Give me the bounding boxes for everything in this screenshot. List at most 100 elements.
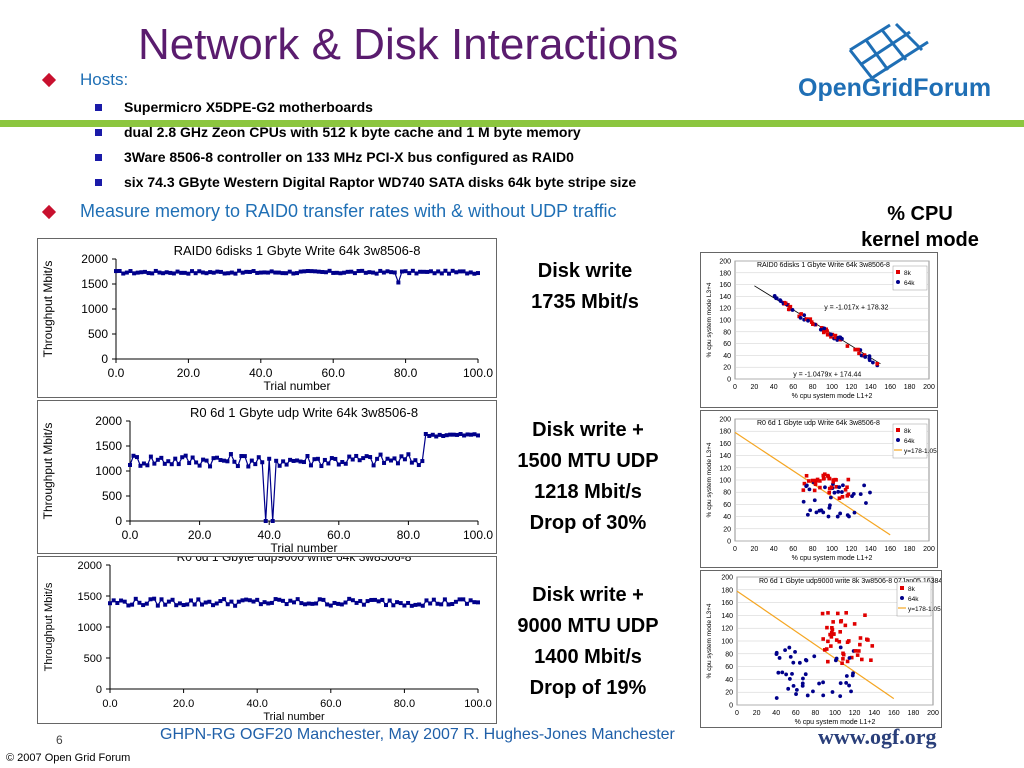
throughput-point (321, 597, 326, 602)
x-tick-label: 40.0 (249, 366, 273, 380)
scatter-point-8k (825, 625, 829, 630)
throughput-point (361, 456, 366, 461)
scatter-point-64k (794, 688, 799, 692)
scatter-point-8k (853, 347, 857, 352)
throughput-point (269, 269, 274, 274)
throughput-point (159, 597, 164, 602)
throughput-point (117, 268, 122, 273)
y-tick-label: 1500 (81, 277, 108, 291)
scatter-point-8k (827, 486, 832, 491)
scatter-point-8k (838, 630, 843, 634)
scatter-point-8k (826, 659, 830, 664)
scatter-point-8k (788, 304, 793, 309)
throughput-point (211, 603, 216, 608)
x-tick-label: 160 (888, 710, 900, 717)
throughput-point (192, 602, 197, 607)
x-tick-label: 40.0 (258, 528, 282, 542)
throughput-point (339, 602, 344, 607)
throughput-point (162, 461, 167, 466)
scatter-point-8k (840, 495, 845, 499)
scatter-point-64k (811, 689, 815, 694)
throughput-point (135, 270, 140, 275)
scatter-point-64k (776, 670, 781, 675)
legend-marker-64k (896, 438, 900, 442)
scatter-point-8k (841, 657, 845, 661)
square-bullet-icon (95, 179, 102, 186)
throughput-point (284, 602, 289, 607)
scatter-point-8k (821, 473, 826, 478)
throughput-point (308, 463, 313, 468)
x-tick-label: 180 (904, 546, 916, 553)
throughput-point (246, 464, 251, 469)
throughput-point (222, 271, 227, 276)
throughput-point (204, 271, 209, 276)
throughput-point (371, 463, 376, 468)
throughput-point (133, 596, 138, 601)
x-tick-label: 80.0 (397, 528, 421, 542)
throughput-point (166, 459, 171, 464)
scatter-point-8k (834, 638, 839, 642)
throughput-point (457, 269, 462, 274)
scatter-point-64k (818, 327, 823, 332)
throughput-point (453, 599, 458, 604)
y-tick-label: 160 (721, 600, 733, 607)
scatter-point-8k (829, 630, 834, 635)
square-bullet-icon (95, 154, 102, 161)
x-axis-label: Trial number (264, 379, 331, 393)
scatter-point-8k (786, 307, 791, 312)
throughput-point (369, 597, 374, 602)
scatter-point-64k (786, 686, 791, 691)
x-tick-label: 200 (923, 546, 935, 553)
scatter-point-8k (822, 648, 827, 652)
throughput-point (409, 603, 414, 608)
scatter-point-64k (844, 674, 849, 678)
throughput-point (428, 269, 433, 274)
throughput-point (281, 459, 286, 464)
throughput-point (462, 433, 467, 438)
x-axis-label: Trial number (271, 541, 338, 554)
throughput-point (309, 269, 314, 274)
throughput-point (372, 597, 377, 602)
throughput-point (170, 597, 175, 602)
throughput-point (399, 454, 404, 459)
ogf-logo-grid-icon (848, 22, 929, 80)
throughput-point (320, 269, 325, 274)
scatter-point-64k (788, 654, 793, 659)
throughput-point (267, 456, 272, 461)
scatter-point-64k (836, 489, 841, 494)
throughput-point (152, 596, 157, 601)
diamond-bullet-icon (41, 72, 57, 88)
throughput-point (382, 460, 387, 465)
label-line: Disk write + (532, 419, 644, 441)
y-tick-label: 140 (719, 453, 731, 460)
y-tick-label: 0 (727, 377, 731, 384)
scatter-point-64k (774, 650, 779, 655)
throughput-point (201, 457, 206, 462)
throughput-point (157, 270, 162, 275)
chart-title: R0 6d 1 Gbyte udp9000 write 64k 3w8506-8 (177, 556, 412, 564)
scatter-point-64k (806, 318, 810, 323)
throughput-point (374, 271, 379, 276)
y-tick-label: 0 (729, 703, 733, 710)
x-tick-label: 80.0 (394, 366, 418, 380)
throughput-point (358, 599, 363, 604)
label-block-1: Disk write 1735 Mbit/s (495, 256, 675, 318)
throughput-point (305, 454, 310, 459)
y-tick-label: 120 (719, 465, 731, 472)
throughput-point (406, 600, 411, 605)
throughput-point (255, 270, 260, 275)
scatter-point-8k (845, 485, 849, 490)
y-tick-label: 80 (723, 490, 731, 497)
scatter-point-64k (847, 683, 851, 688)
throughput-point (144, 601, 149, 606)
throughput-point (376, 599, 381, 604)
throughput-point (225, 459, 230, 464)
scatter-point-64k (780, 670, 785, 675)
throughput-point (403, 269, 408, 274)
throughput-point (262, 600, 267, 605)
throughput-point (273, 270, 278, 275)
scatter-point-64k (812, 654, 817, 659)
scatter-point-64k (821, 510, 826, 515)
y-tick-label: 500 (88, 327, 108, 341)
throughput-point (152, 461, 157, 466)
